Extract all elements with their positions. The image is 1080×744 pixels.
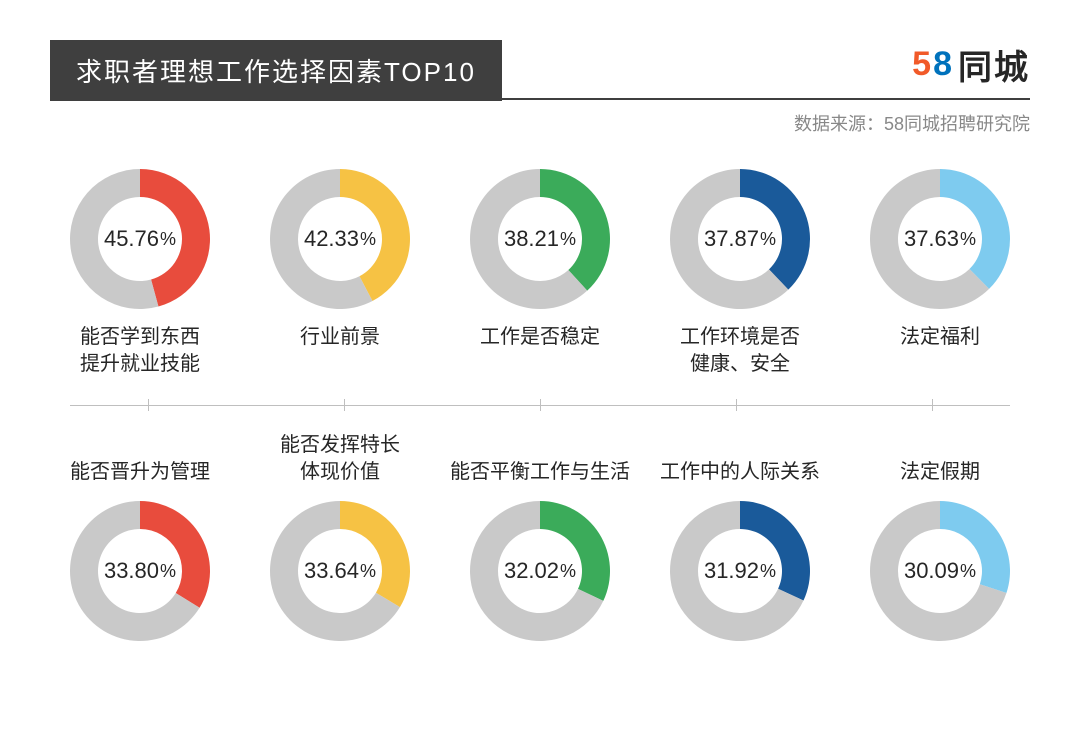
donut-percentage: 37.87% xyxy=(665,164,815,314)
donut-cell: 31.92% 工作中的人际关系 xyxy=(650,432,830,646)
donut-chart: 37.87% xyxy=(665,164,815,314)
donut-chart: 32.02% xyxy=(465,496,615,646)
donut-label: 行业前景 xyxy=(300,324,380,351)
donut-label: 能否发挥特长 体现价值 xyxy=(280,432,400,486)
axis-tick xyxy=(344,399,345,411)
logo-digit-5: 5 xyxy=(912,45,931,84)
title-bar: 求职者理想工作选择因素TOP10 xyxy=(50,40,502,101)
donut-chart: 33.80% xyxy=(65,496,215,646)
donut-percentage: 31.92% xyxy=(665,496,815,646)
donut-percentage: 32.02% xyxy=(465,496,615,646)
donut-label: 能否学到东西 提升就业技能 xyxy=(80,324,200,378)
donut-percentage: 38.21% xyxy=(465,164,615,314)
donut-cell: 32.02% 能否平衡工作与生活 xyxy=(450,432,630,646)
donut-chart: 38.21% xyxy=(465,164,615,314)
donut-chart: 30.09% xyxy=(865,496,1015,646)
donut-cell: 33.80% 能否晋升为管理 xyxy=(50,432,230,646)
logo-cn-text: 同城 xyxy=(958,40,1030,89)
donut-percentage: 45.76% xyxy=(65,164,215,314)
donut-chart: 45.76% xyxy=(65,164,215,314)
logo-digit-8: 8 xyxy=(933,45,952,84)
donut-cell: 37.87% 工作环境是否 健康、安全 xyxy=(650,164,830,378)
donut-cell: 38.21% 工作是否稳定 xyxy=(450,164,630,378)
donut-cell: 45.76% 能否学到东西 提升就业技能 xyxy=(50,164,230,378)
donut-percentage: 42.33% xyxy=(265,164,415,314)
donut-cell: 30.09% 法定假期 xyxy=(850,432,1030,646)
donut-chart: 31.92% xyxy=(665,496,815,646)
donut-cell: 37.63% 法定福利 xyxy=(850,164,1030,378)
donut-percentage: 33.80% xyxy=(65,496,215,646)
donut-cell: 42.33% 行业前景 xyxy=(250,164,430,378)
donut-label: 工作环境是否 健康、安全 xyxy=(680,324,800,378)
donut-label: 工作中的人际关系 xyxy=(660,459,820,486)
donut-percentage: 37.63% xyxy=(865,164,1015,314)
axis-tick xyxy=(540,399,541,411)
axis-tick xyxy=(736,399,737,411)
page: 求职者理想工作选择因素TOP10 5 8 同城 数据来源：58同城招聘研究院 4… xyxy=(0,0,1080,744)
donut-label: 工作是否稳定 xyxy=(480,324,600,351)
donut-grid: 45.76% 能否学到东西 提升就业技能 42.33% 行业前景 38.21% 工作是… xyxy=(50,164,1030,646)
donut-chart: 42.33% xyxy=(265,164,415,314)
donut-percentage: 30.09% xyxy=(865,496,1015,646)
axis-tick xyxy=(148,399,149,411)
donut-percentage: 33.64% xyxy=(265,496,415,646)
center-axis xyxy=(50,396,1030,414)
header-row: 求职者理想工作选择因素TOP10 5 8 同城 xyxy=(50,40,1030,100)
axis-tick xyxy=(932,399,933,411)
donut-cell: 33.64% 能否发挥特长 体现价值 xyxy=(250,432,430,646)
donut-label: 法定福利 xyxy=(900,324,980,351)
data-source-label: 数据来源：58同城招聘研究院 xyxy=(50,110,1030,136)
donut-label: 能否晋升为管理 xyxy=(70,459,210,486)
donut-chart: 37.63% xyxy=(865,164,1015,314)
donut-label: 能否平衡工作与生活 xyxy=(450,459,630,486)
logo-58tongcheng: 5 8 同城 xyxy=(912,40,1030,89)
donut-chart: 33.64% xyxy=(265,496,415,646)
donut-label: 法定假期 xyxy=(900,459,980,486)
